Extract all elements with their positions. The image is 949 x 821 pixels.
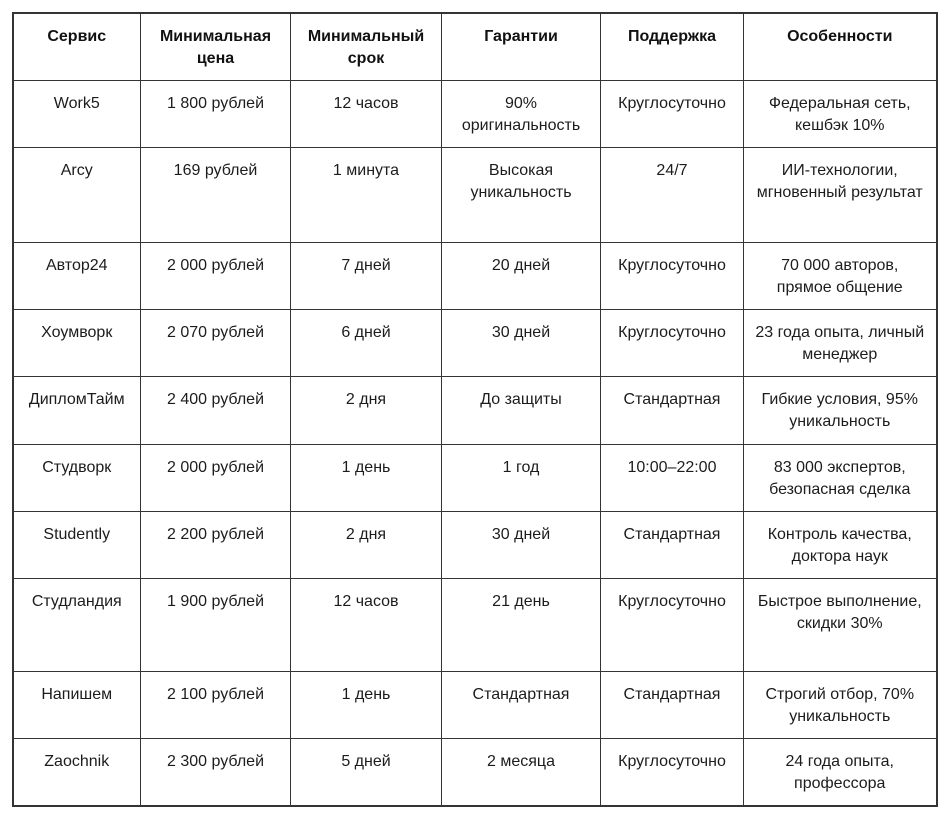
column-header-3: Минимальный срок [290, 12, 442, 81]
table-cell: 1 день [290, 671, 442, 739]
table-cell: 1 800 рублей [140, 80, 291, 148]
table-row: Arcy 169 рублей 1 минута Высокая уникальнос… [12, 147, 937, 243]
table-cell: Круглосуточно [600, 80, 744, 148]
table-cell: Напишем [12, 671, 141, 739]
table-cell: Строгий отбор, 70% уникальность [743, 671, 937, 739]
table-cell: 12 часов [290, 578, 442, 672]
table-cell: 2 дня [290, 511, 442, 579]
table-cell: Work5 [12, 80, 141, 148]
table-cell: Федеральная сеть, кешбэк 10% [743, 80, 937, 148]
table-cell: Автор24 [12, 242, 141, 310]
header-row: Сервис Минимальная цена Минимальный срок Га… [12, 12, 937, 81]
table-cell: 1 год [441, 444, 601, 512]
table-cell: 2 месяца [441, 738, 601, 807]
column-header-1: Сервис [12, 12, 141, 81]
table-cell: 6 дней [290, 309, 442, 377]
table-row: Zaochnik 2 300 рублей 5 дней 2 месяца Кругло… [12, 738, 937, 807]
table-cell: Круглосуточно [600, 738, 744, 807]
table-cell: 1 минута [290, 147, 442, 243]
table-cell: Хоумворк [12, 309, 141, 377]
table-cell: Стандартная [600, 511, 744, 579]
table-row: Автор24 2 000 рублей 7 дней 20 дней Круглосу… [12, 242, 937, 310]
table-cell: Arcy [12, 147, 141, 243]
table-cell: 2 000 рублей [140, 242, 291, 310]
table-cell: 1 день [290, 444, 442, 512]
table-cell: 24 года опыта, профессора [743, 738, 937, 807]
table-cell: 90% оригинальность [441, 80, 601, 148]
table-cell: 24/7 [600, 147, 744, 243]
table-cell: 169 рублей [140, 147, 291, 243]
table-cell: Высокая уникальность [441, 147, 601, 243]
table-cell: Стандартная [600, 671, 744, 739]
table-cell: 2 400 рублей [140, 376, 291, 445]
table-cell: Studently [12, 511, 141, 579]
table-cell: Быстрое выполнение, скидки 30% [743, 578, 937, 672]
column-header-6: Особенности [743, 12, 937, 81]
table-cell: Круглосуточно [600, 309, 744, 377]
table-cell: Круглосуточно [600, 578, 744, 672]
table-row: Напишем 2 100 рублей 1 день Стандартная Стан… [12, 671, 937, 739]
table-cell: До защиты [441, 376, 601, 445]
table-cell: Гибкие условия, 95% уникальность [743, 376, 937, 445]
table-cell: 20 дней [441, 242, 601, 310]
table-row: Work5 1 800 рублей 12 часов 90% оригинально… [12, 80, 937, 148]
column-header-4: Гарантии [441, 12, 601, 81]
column-header-5: Поддержка [600, 12, 744, 81]
table-cell: 23 года опыта, личный менеджер [743, 309, 937, 377]
table-cell: 2 300 рублей [140, 738, 291, 807]
table-row: ДипломТайм 2 400 рублей 2 дня До защиты Стан… [12, 376, 937, 445]
table-row: Студворк 2 000 рублей 1 день 1 год 10:00–22:… [12, 444, 937, 512]
table-cell: Студворк [12, 444, 141, 512]
table-cell: 7 дней [290, 242, 442, 310]
table-row: Хоумворк 2 070 рублей 6 дней 30 дней Круглос… [12, 309, 937, 377]
table-cell: 2 000 рублей [140, 444, 291, 512]
table-cell: 5 дней [290, 738, 442, 807]
table-cell: Студландия [12, 578, 141, 672]
table-cell: Стандартная [441, 671, 601, 739]
table-cell: 1 900 рублей [140, 578, 291, 672]
table-cell: 30 дней [441, 309, 601, 377]
table-body: Work5 1 800 рублей 12 часов 90% оригинально… [12, 80, 937, 807]
table-row: Studently 2 200 рублей 2 дня 30 дней Стандар… [12, 511, 937, 579]
table-cell: 2 070 рублей [140, 309, 291, 377]
table-cell: ИИ-технологии, мгновенный результат [743, 147, 937, 243]
table-cell: Контроль качества, доктора наук [743, 511, 937, 579]
services-comparison-table: Сервис Минимальная цена Минимальный срок Га… [11, 12, 938, 807]
table-cell: Zaochnik [12, 738, 141, 807]
table-cell: 30 дней [441, 511, 601, 579]
table-cell: 10:00–22:00 [600, 444, 744, 512]
table-cell: 12 часов [290, 80, 442, 148]
table-cell: 2 200 рублей [140, 511, 291, 579]
table-cell: Стандартная [600, 376, 744, 445]
column-header-2: Минимальная цена [140, 12, 291, 81]
table-row: Студландия 1 900 рублей 12 часов 21 день Кру… [12, 578, 937, 672]
table-cell: Круглосуточно [600, 242, 744, 310]
table-cell: 70 000 авторов, прямое общение [743, 242, 937, 310]
table-cell: 21 день [441, 578, 601, 672]
table-cell: 83 000 экспертов, безопасная сделка [743, 444, 937, 512]
table-cell: ДипломТайм [12, 376, 141, 445]
table-cell: 2 100 рублей [140, 671, 291, 739]
table-cell: 2 дня [290, 376, 442, 445]
